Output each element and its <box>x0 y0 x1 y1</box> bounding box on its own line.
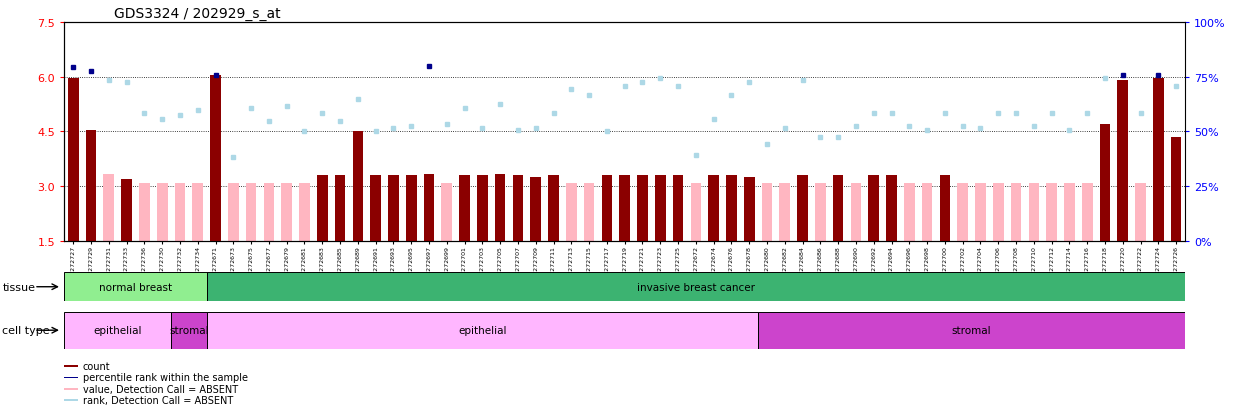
Bar <box>709 176 719 242</box>
Bar <box>512 176 523 242</box>
Text: cell type: cell type <box>2 325 51 335</box>
Bar <box>317 176 328 242</box>
Bar <box>104 174 114 242</box>
Bar <box>762 183 772 242</box>
Bar <box>207 312 758 349</box>
Bar <box>442 183 453 242</box>
Text: value, Detection Call = ABSENT: value, Detection Call = ABSENT <box>83 384 238 394</box>
Bar <box>584 183 595 242</box>
Text: normal breast: normal breast <box>99 282 172 292</box>
Bar <box>868 176 880 242</box>
Bar <box>654 176 666 242</box>
Bar <box>388 176 398 242</box>
Bar <box>975 183 986 242</box>
Bar <box>1064 183 1075 242</box>
Bar <box>263 183 275 242</box>
Bar <box>993 183 1003 242</box>
Bar <box>940 176 950 242</box>
Bar <box>922 183 933 242</box>
Bar <box>68 79 79 242</box>
Bar <box>758 312 1185 349</box>
Bar <box>477 176 487 242</box>
Bar <box>64 399 78 401</box>
Bar <box>139 183 150 242</box>
Bar <box>193 183 203 242</box>
Bar <box>797 176 808 242</box>
Text: stromal: stromal <box>169 325 209 335</box>
Bar <box>567 183 576 242</box>
Bar <box>459 176 470 242</box>
Text: GDS3324 / 202929_s_at: GDS3324 / 202929_s_at <box>114 7 281 21</box>
Bar <box>64 377 78 378</box>
Bar <box>299 183 309 242</box>
Bar <box>690 183 701 242</box>
Text: stromal: stromal <box>951 325 991 335</box>
Bar <box>637 176 648 242</box>
Bar <box>228 183 239 242</box>
Bar <box>1117 81 1128 242</box>
Bar <box>743 178 755 242</box>
Bar <box>171 312 207 349</box>
Bar <box>673 176 683 242</box>
Bar <box>1100 125 1111 242</box>
Bar <box>886 176 897 242</box>
Bar <box>851 183 861 242</box>
Bar <box>1082 183 1092 242</box>
Bar <box>1011 183 1022 242</box>
Bar <box>335 176 345 242</box>
Bar <box>64 366 78 367</box>
Text: rank, Detection Call = ABSENT: rank, Detection Call = ABSENT <box>83 395 233 405</box>
Bar <box>423 174 434 242</box>
Bar <box>210 76 221 242</box>
Bar <box>246 183 256 242</box>
Text: epithelial: epithelial <box>458 325 507 335</box>
Bar <box>779 183 790 242</box>
Bar <box>548 176 559 242</box>
Bar <box>64 388 78 389</box>
Bar <box>1170 138 1181 242</box>
Bar <box>620 176 630 242</box>
Bar <box>726 176 737 242</box>
Bar <box>815 183 826 242</box>
Bar <box>1136 183 1145 242</box>
Bar <box>495 174 506 242</box>
Bar <box>1153 79 1164 242</box>
Bar <box>157 183 167 242</box>
Text: percentile rank within the sample: percentile rank within the sample <box>83 373 247 382</box>
Bar <box>85 131 96 242</box>
Bar <box>833 176 844 242</box>
Bar <box>353 132 364 242</box>
Bar <box>281 183 292 242</box>
Bar <box>1047 183 1056 242</box>
Text: invasive breast cancer: invasive breast cancer <box>637 282 755 292</box>
Bar <box>64 273 207 301</box>
Bar <box>370 176 381 242</box>
Bar <box>531 178 541 242</box>
Bar <box>904 183 914 242</box>
Bar <box>406 176 417 242</box>
Bar <box>601 176 612 242</box>
Text: count: count <box>83 361 110 371</box>
Text: tissue: tissue <box>2 282 36 292</box>
Bar <box>121 180 132 242</box>
Bar <box>174 183 186 242</box>
Bar <box>64 312 171 349</box>
Bar <box>957 183 969 242</box>
Bar <box>1028 183 1039 242</box>
Text: epithelial: epithelial <box>94 325 142 335</box>
Bar <box>207 273 1185 301</box>
